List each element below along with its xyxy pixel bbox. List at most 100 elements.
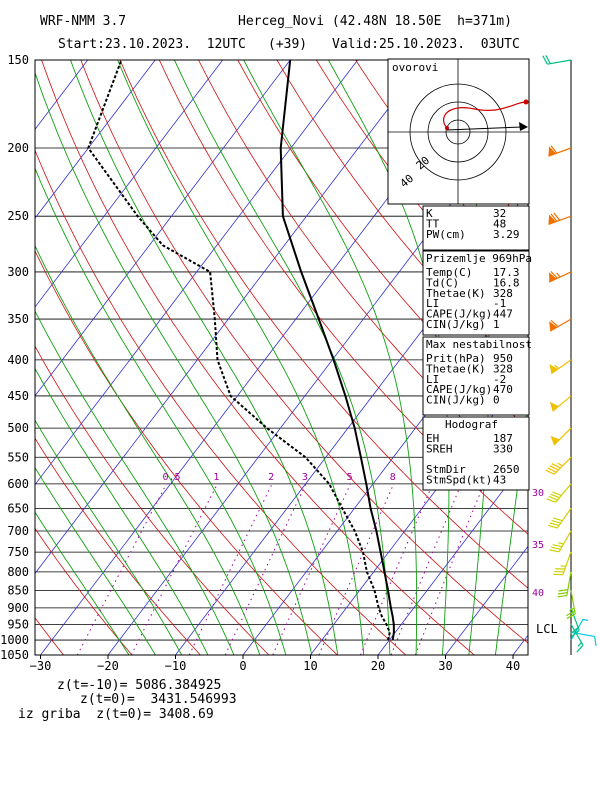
z-zero-grib: iz griba z(t=0)= 3408.69 bbox=[18, 707, 214, 722]
index-value: 2650 bbox=[493, 463, 520, 476]
moist-adiabat-line bbox=[441, 640, 444, 655]
moist-adiabat-line bbox=[35, 419, 174, 641]
moist-adiabat-line bbox=[334, 640, 339, 655]
wind-barb bbox=[545, 456, 572, 475]
start-time: Start:23.10.2023. 12UTC bbox=[58, 37, 246, 52]
wind-barb-flag bbox=[550, 145, 558, 154]
theta-label: 40 bbox=[532, 588, 544, 599]
moist-adiabat-line bbox=[361, 640, 365, 655]
index-box bbox=[422, 336, 530, 416]
wind-barb-half-flag bbox=[556, 272, 561, 278]
wind-barb-flag bbox=[566, 613, 576, 620]
dry-adiabat-line bbox=[35, 437, 201, 655]
isotherm-line bbox=[175, 190, 528, 655]
index-value: 328 bbox=[493, 287, 513, 300]
wind-barb-pennant bbox=[549, 363, 558, 374]
pressure-tick-label: 600 bbox=[7, 477, 29, 491]
isotherm-line bbox=[445, 545, 528, 655]
wind-barb bbox=[550, 427, 572, 446]
wind-barb-flag bbox=[554, 570, 564, 573]
wind-barb-flag bbox=[542, 55, 548, 65]
temperature-tick-label: −20 bbox=[97, 659, 119, 673]
storm-motion-vector bbox=[446, 126, 523, 131]
mixing-ratio-label: 8 bbox=[390, 472, 396, 483]
dry-adiabat-line bbox=[35, 345, 270, 655]
pressure-tick-label: 400 bbox=[7, 353, 29, 367]
mixing-ratio-line bbox=[76, 483, 167, 655]
index-value: 3.29 bbox=[493, 228, 520, 241]
moist-adiabat-line bbox=[35, 310, 228, 641]
wind-barb-flag bbox=[548, 495, 558, 501]
index-label: Thetae(K) bbox=[426, 287, 486, 300]
wind-barb-pennant bbox=[548, 214, 556, 225]
moist-adiabat-line bbox=[35, 466, 147, 641]
wind-barb-shaft bbox=[566, 571, 572, 596]
index-value: -2 bbox=[493, 373, 506, 386]
moist-adiabat-line bbox=[145, 639, 156, 655]
dry-adiabat-line bbox=[41, 60, 475, 655]
wind-barb-shaft bbox=[550, 359, 572, 375]
wind-barb-shaft bbox=[570, 631, 595, 638]
hodograph-label: ovorovi bbox=[392, 61, 438, 74]
index-box bbox=[422, 250, 530, 336]
pressure-tick-label: 250 bbox=[7, 209, 29, 223]
pressure-tick-label: 900 bbox=[7, 601, 29, 615]
index-label: CIN(J/kg) bbox=[426, 318, 486, 331]
index-value: 1 bbox=[493, 318, 500, 331]
wind-barb-flag bbox=[545, 55, 551, 64]
theta-label: 35 bbox=[532, 540, 544, 551]
pressure-tick-label: 800 bbox=[7, 565, 29, 579]
mixing-ratio-label: 3 bbox=[302, 472, 308, 483]
index-label: CIN(J/kg) bbox=[426, 394, 486, 407]
moist-adiabat-line bbox=[117, 60, 363, 641]
index-label: Thetae(K) bbox=[426, 362, 486, 375]
wind-barb-flag bbox=[576, 644, 584, 653]
index-label: LI bbox=[426, 373, 439, 386]
index-label: K bbox=[426, 207, 433, 220]
index-label: SREH bbox=[426, 442, 453, 455]
lead-time: (+39) bbox=[268, 37, 308, 52]
index-value: 16.8 bbox=[493, 276, 520, 289]
wind-barb-flag bbox=[549, 522, 560, 527]
mixing-ratio-line bbox=[272, 483, 352, 655]
wind-barb-shaft bbox=[562, 551, 572, 575]
pressure-tick-label: 550 bbox=[7, 450, 29, 464]
moist-adiabat-line bbox=[173, 60, 390, 641]
wind-barb-shaft bbox=[548, 215, 572, 225]
wind-barb-flag bbox=[549, 549, 560, 553]
pressure-tick-label: 1050 bbox=[0, 648, 29, 662]
wind-barb-flag bbox=[552, 491, 562, 496]
wind-barb bbox=[570, 631, 597, 646]
wind-barb bbox=[542, 55, 572, 65]
pressure-tick-label: 950 bbox=[7, 617, 29, 631]
wind-barb-shaft bbox=[553, 427, 572, 446]
valid-time: Valid:25.10.2023. 03UTC bbox=[332, 37, 520, 52]
index-value: -1 bbox=[493, 297, 506, 310]
moist-adiabat-line bbox=[253, 639, 261, 655]
pressure-tick-label: 150 bbox=[7, 53, 29, 67]
pressure-tick-label: 200 bbox=[7, 141, 29, 155]
index-label: LI bbox=[426, 297, 439, 310]
wind-barb bbox=[549, 318, 572, 332]
wind-barb bbox=[547, 508, 572, 529]
moist-adiabat-line bbox=[307, 639, 313, 655]
index-label: StmDir bbox=[426, 463, 466, 476]
wind-barb-flag bbox=[546, 498, 556, 503]
wind-barb-flag bbox=[558, 589, 568, 592]
z-zero: z(t=0)= 3431.546993 bbox=[80, 692, 237, 707]
z-minus10: z(t=-10)= 5086.384925 bbox=[57, 678, 222, 693]
temperature-tick-label: 10 bbox=[303, 659, 317, 673]
index-label: CAPE(J/kg) bbox=[426, 308, 492, 321]
wind-barb-flag bbox=[557, 591, 568, 595]
wind-barb-shaft bbox=[547, 59, 572, 65]
wind-barb-flag bbox=[553, 517, 563, 522]
wind-barb-half-flag bbox=[554, 364, 560, 369]
pressure-tick-label: 700 bbox=[7, 524, 29, 538]
wind-barb bbox=[549, 395, 572, 412]
wind-barb-flag bbox=[547, 524, 558, 529]
moist-adiabat-line bbox=[199, 639, 209, 655]
moist-adiabat-line bbox=[35, 71, 309, 641]
isotherm-line bbox=[35, 60, 291, 397]
storm-motion-arrow bbox=[519, 122, 528, 131]
temperature-tick-label: 0 bbox=[239, 659, 246, 673]
